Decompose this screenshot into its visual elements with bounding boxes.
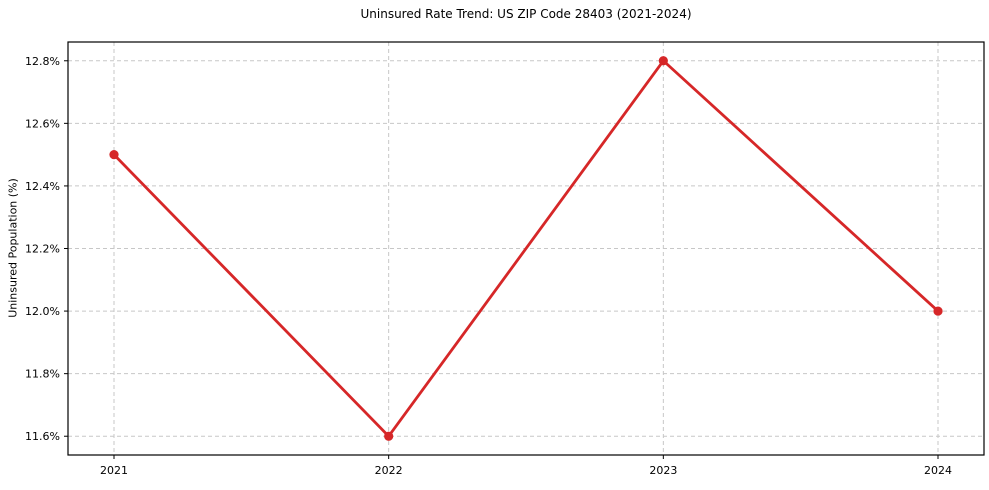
y-tick-label: 12.0%: [25, 305, 60, 318]
data-point-2021: [109, 150, 119, 160]
data-point-2024: [933, 306, 943, 316]
y-tick-label: 12.6%: [25, 117, 60, 130]
x-tick-label: 2021: [100, 464, 128, 477]
y-tick-label: 12.8%: [25, 55, 60, 68]
x-tick-label: 2022: [375, 464, 403, 477]
y-axis-label: Uninsured Population (%): [6, 178, 20, 318]
y-tick-label: 12.2%: [25, 243, 60, 256]
chart-title: Uninsured Rate Trend: US ZIP Code 28403 …: [360, 7, 692, 21]
y-tick-label: 11.6%: [25, 430, 60, 443]
y-tick-label: 11.8%: [25, 368, 60, 381]
x-tick-label: 2024: [924, 464, 952, 477]
y-tick-label: 12.4%: [25, 180, 60, 193]
trend-line: [112, 59, 940, 438]
data-point-2022: [384, 431, 394, 441]
x-tick-label: 2023: [649, 464, 677, 477]
data-point-2023: [658, 56, 668, 66]
